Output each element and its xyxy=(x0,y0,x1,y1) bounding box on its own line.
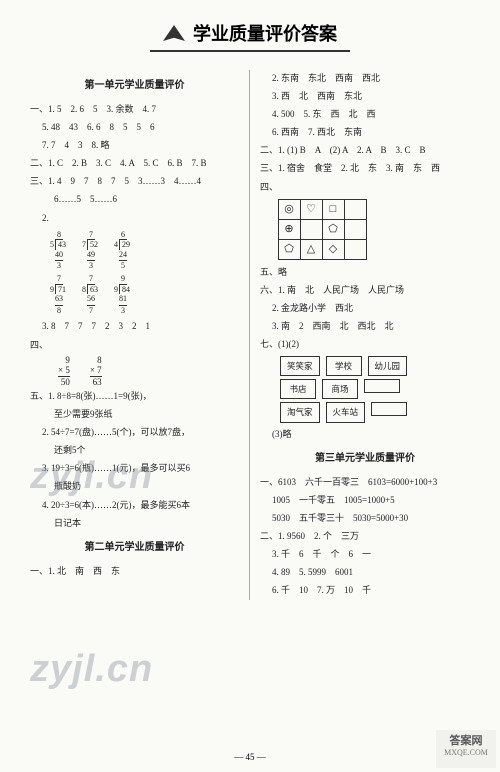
location-box xyxy=(371,402,407,416)
content-columns: 第一单元学业质量评价 一、1. 5 2. 6 5 3. 余数 4. 7 5. 4… xyxy=(30,70,470,600)
box-row: 淘气家 火车站 xyxy=(280,402,470,422)
long-division: 8 543 40 3 xyxy=(50,230,68,271)
location-box: 商场 xyxy=(322,379,358,399)
location-box: 学校 xyxy=(326,356,362,376)
answer-line: 3. 8 7 7 7 2 3 2 1 xyxy=(30,318,239,335)
location-box xyxy=(364,379,400,393)
division-label: 2. xyxy=(30,210,239,227)
answer-line: 瓶酸奶 xyxy=(30,478,239,495)
header-title: 学业质量评价答案 xyxy=(193,20,337,46)
grid-cell: ♡ xyxy=(300,199,323,220)
mult-group: 9 × 5 50 8 × 7 63 xyxy=(58,355,239,388)
answer-line: 五、略 xyxy=(260,264,470,281)
grid-cell xyxy=(344,199,367,220)
watermark: zyjl.cn xyxy=(30,648,153,691)
grid-cell xyxy=(344,219,367,240)
location-box: 幼儿园 xyxy=(368,356,408,376)
answer-line: 5. 48 43 6. 6 8 5 5 6 xyxy=(30,119,239,136)
answer-line: 4. 20÷3=6(本)……2(元)，最多能买6本 xyxy=(30,497,239,514)
answer-line: 3. 千 6 千 个 6 一 xyxy=(260,546,470,563)
unit2-title: 第二单元学业质量评价 xyxy=(30,538,239,557)
answer-line: 四、 xyxy=(260,179,470,196)
answer-line: 三、1. 4 9 7 8 7 5 3……3 4……4 xyxy=(30,173,239,190)
answer-line: 3. 西 北 西南 东北 xyxy=(260,88,470,105)
answer-line: 一、6103 六千一百零三 6103=6000+100+3 xyxy=(260,474,470,491)
division-group-1: 8 543 40 3 7 752 49 3 6 429 24 5 xyxy=(50,230,239,271)
long-division: 7 971 63 8 xyxy=(50,274,68,315)
answer-line: 2. 54÷7=7(盘)……5(个)，可以放7盘， xyxy=(30,424,239,441)
right-column: 2. 东南 东北 西南 西北 3. 西 北 西南 东北 4. 500 5. 东 … xyxy=(250,70,470,600)
grid-cell: △ xyxy=(300,239,323,260)
symbol-grid: ◎ ♡ □ ⊕ ⬠ ⬠ △ ◇ xyxy=(278,200,470,260)
grid-cell: ⬠ xyxy=(278,239,301,260)
answer-line: 日记本 xyxy=(30,515,239,532)
answer-line: 三、1. 宿舍 食堂 2. 北 东 3. 南 东 西 xyxy=(260,160,470,177)
grid-cell xyxy=(300,219,323,240)
location-box: 火车站 xyxy=(326,402,366,422)
division-group-2: 7 971 63 8 7 863 56 7 9 984 81 3 xyxy=(50,274,239,315)
answer-line: 五、1. 8÷8=8(张)……1=9(张)， xyxy=(30,388,239,405)
location-box: 淘气家 xyxy=(280,402,320,422)
answer-line: 二、1. (1) B A (2) A 2. A B 3. C B xyxy=(260,142,470,159)
answer-line: 一、1. 北 南 西 东 xyxy=(30,563,239,580)
long-division: 6 429 24 5 xyxy=(114,230,132,271)
answer-line: 5030 五千零三十 5030=5000+30 xyxy=(260,510,470,527)
answer-line: 7. 7 4 3 8. 略 xyxy=(30,137,239,154)
answer-line: 3. 南 2 西南 北 西北 北 xyxy=(260,318,470,335)
answer-line: 6. 西南 7. 西北 东南 xyxy=(260,124,470,141)
unit1-title: 第一单元学业质量评价 xyxy=(30,76,239,95)
answer-line: 四、 xyxy=(30,337,239,354)
location-box: 笑笑家 xyxy=(280,356,320,376)
logo-text: 答案网 xyxy=(436,732,496,748)
site-logo: 答案网 MXQE.COM xyxy=(436,730,496,768)
grid-cell: ◇ xyxy=(322,239,345,260)
answer-line: 2. 金龙路小学 西北 xyxy=(260,300,470,317)
left-column: 第一单元学业质量评价 一、1. 5 2. 6 5 3. 余数 4. 7 5. 4… xyxy=(30,70,250,600)
answer-page: 学业质量评价答案 第一单元学业质量评价 一、1. 5 2. 6 5 3. 余数 … xyxy=(0,0,500,772)
answer-line: 4. 500 5. 东 西 北 西 xyxy=(260,106,470,123)
location-box: 书店 xyxy=(280,379,316,399)
box-row: 笑笑家 学校 幼儿园 xyxy=(280,356,470,376)
answer-line: 6. 千 10 7. 万 10 千 xyxy=(260,582,470,599)
grid-cell: ⊕ xyxy=(278,219,301,240)
grid-cell: ⬠ xyxy=(322,219,345,240)
page-header: 学业质量评价答案 xyxy=(30,20,470,52)
grid-cell: □ xyxy=(322,199,345,220)
multiplication: 9 × 5 50 xyxy=(58,355,70,388)
multiplication: 8 × 7 63 xyxy=(90,355,102,388)
answer-line: 6……5 5……6 xyxy=(30,191,239,208)
book-icon xyxy=(163,25,185,41)
answer-line: 2. 东南 东北 西南 西北 xyxy=(260,70,470,87)
answer-line: (3)略 xyxy=(260,426,470,443)
answer-line: 至少需要9张纸 xyxy=(30,406,239,423)
answer-line: 1005 一千零五 1005=1000+5 xyxy=(260,492,470,509)
answer-line: 二、1. 9560 2. 个 三万 xyxy=(260,528,470,545)
page-number: — 45 — xyxy=(0,752,500,762)
header-underline xyxy=(150,50,350,52)
answer-line: 七、(1)(2) xyxy=(260,336,470,353)
grid-cell: ◎ xyxy=(278,199,301,220)
answer-line: 4. 89 5. 5999 6001 xyxy=(260,564,470,581)
answer-line: 一、1. 5 2. 6 5 3. 余数 4. 7 xyxy=(30,101,239,118)
answer-line: 二、1. C 2. B 3. C 4. A 5. C 6. B 7. B xyxy=(30,155,239,172)
answer-line: 3. 19÷3=6(瓶)……1(元)，最多可以买6 xyxy=(30,460,239,477)
long-division: 7 863 56 7 xyxy=(82,274,100,315)
grid-cell xyxy=(344,239,367,260)
logo-url: MXQE.COM xyxy=(436,748,496,757)
answer-line: 六、1. 南 北 人民广场 人民广场 xyxy=(260,282,470,299)
long-division: 7 752 49 3 xyxy=(82,230,100,271)
unit3-title: 第三单元学业质量评价 xyxy=(260,449,470,468)
answer-line: 还剩5个 xyxy=(30,442,239,459)
long-division: 9 984 81 3 xyxy=(114,274,132,315)
box-row: 书店 商场 xyxy=(280,379,470,399)
